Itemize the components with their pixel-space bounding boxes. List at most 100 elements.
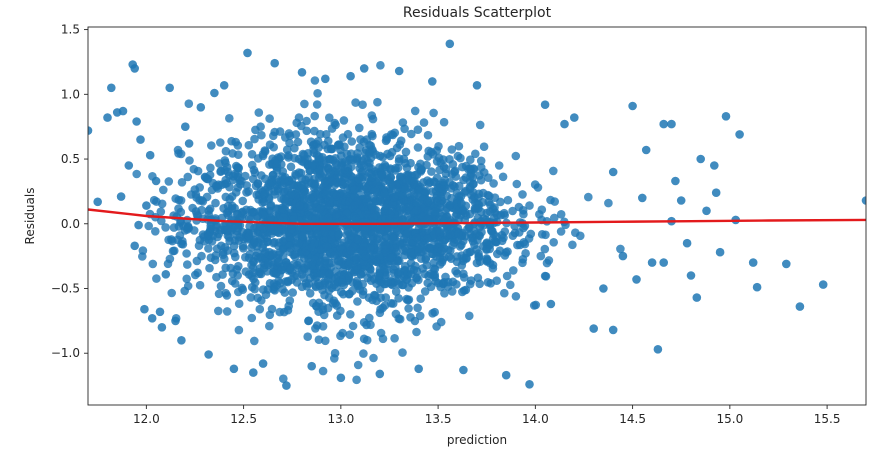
cloud-point — [257, 171, 266, 180]
cloud-point — [234, 325, 244, 335]
cloud-point — [174, 195, 184, 205]
cloud-point — [227, 192, 237, 201]
cloud-point — [360, 226, 370, 236]
cloud-point — [346, 149, 356, 158]
cloud-point — [346, 246, 355, 256]
cloud-point — [604, 198, 613, 208]
cloud-point — [216, 167, 225, 176]
cloud-point — [279, 187, 288, 197]
scatter-point — [659, 119, 668, 129]
cloud-point — [170, 246, 179, 256]
cloud-point — [274, 224, 283, 234]
cloud-point — [518, 254, 528, 264]
scatter-point — [653, 345, 663, 354]
scatter-point — [219, 81, 229, 90]
cloud-point — [500, 288, 509, 298]
cloud-point — [321, 187, 331, 196]
cloud-point — [332, 191, 341, 201]
cloud-point — [259, 239, 268, 249]
cloud-point — [356, 135, 365, 144]
cloud-point — [453, 269, 462, 278]
cloud-point — [228, 172, 238, 181]
cloud-point — [383, 278, 392, 287]
cloud-point — [420, 287, 430, 296]
cloud-point — [303, 260, 312, 269]
cloud-point — [300, 180, 309, 189]
cloud-point — [378, 334, 388, 344]
cloud-point — [378, 153, 388, 162]
cloud-point — [367, 129, 377, 139]
cloud-point — [257, 296, 266, 305]
cloud-point — [290, 252, 300, 261]
cloud-point — [315, 204, 325, 214]
cloud-point — [325, 200, 334, 210]
cloud-point — [300, 99, 309, 109]
cloud-point — [359, 161, 369, 170]
cloud-point — [263, 285, 273, 294]
scatter-point — [130, 64, 139, 73]
cloud-point — [497, 236, 507, 246]
cloud-point — [358, 100, 367, 109]
scatter-point — [715, 247, 725, 257]
cloud-point — [537, 205, 547, 214]
cloud-point — [434, 238, 443, 248]
cloud-point — [346, 310, 355, 319]
cloud-point — [430, 178, 440, 187]
cloud-point — [200, 236, 209, 246]
cloud-point — [381, 247, 391, 257]
cloud-point — [413, 303, 422, 313]
cloud-point — [381, 241, 391, 250]
cloud-point — [234, 261, 243, 271]
cloud-point — [362, 135, 372, 144]
scatter-point — [165, 83, 174, 93]
scatter-point — [525, 380, 534, 389]
cloud-point — [373, 97, 382, 107]
cloud-point — [413, 125, 423, 134]
cloud-point — [207, 141, 216, 150]
cloud-point — [318, 280, 328, 290]
cloud-point — [183, 225, 192, 234]
y-tick-label: 1.0 — [61, 87, 80, 101]
cloud-point — [482, 254, 491, 263]
cloud-point — [163, 259, 173, 269]
cloud-point — [238, 196, 247, 206]
cloud-point — [312, 139, 321, 149]
cloud-point — [334, 140, 343, 149]
cloud-point — [246, 293, 256, 302]
cloud-point — [362, 184, 371, 194]
cloud-point — [394, 294, 403, 303]
scatter-point — [181, 122, 190, 131]
cloud-point — [356, 270, 366, 279]
cloud-point — [386, 299, 396, 308]
cloud-point — [434, 153, 444, 163]
cloud-point — [447, 145, 457, 154]
cloud-point — [406, 158, 415, 168]
cloud-point — [404, 283, 413, 292]
scatter-point — [659, 258, 668, 267]
cloud-point — [380, 189, 389, 199]
cloud-point — [231, 137, 240, 147]
cloud-point — [274, 256, 284, 266]
cloud-point — [549, 166, 558, 176]
cloud-point — [447, 193, 456, 203]
cloud-point — [197, 251, 206, 261]
x-tick-label: 12.0 — [133, 412, 160, 426]
cloud-point — [458, 287, 467, 297]
cloud-point — [457, 199, 466, 208]
cloud-point — [390, 334, 399, 343]
cloud-point — [309, 179, 319, 189]
cloud-point — [533, 183, 543, 192]
cloud-point — [472, 245, 481, 254]
cloud-point — [467, 233, 476, 243]
scatter-point — [307, 361, 317, 371]
cloud-point — [334, 260, 344, 270]
scatter-point — [570, 113, 579, 122]
cloud-point — [318, 322, 328, 331]
cloud-point — [263, 267, 272, 276]
cloud-point — [205, 170, 215, 180]
y-tick-label: −0.5 — [51, 281, 80, 295]
scatter-point — [599, 284, 608, 293]
cloud-point — [541, 272, 551, 281]
cloud-point — [285, 181, 294, 191]
